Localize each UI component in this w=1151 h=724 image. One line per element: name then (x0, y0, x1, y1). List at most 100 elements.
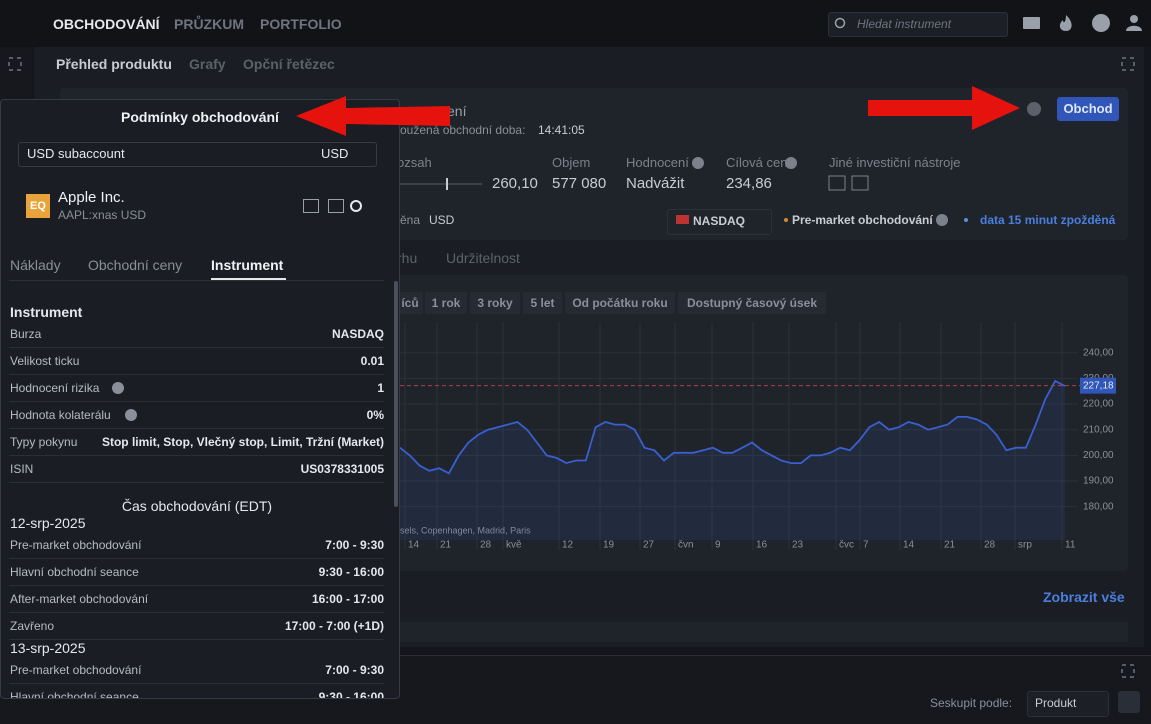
x-tick-label: 9 (715, 540, 721, 551)
instrument-icon[interactable] (303, 199, 319, 213)
user-icon-body (1126, 25, 1142, 31)
product-tab[interactable]: Udržitelnost (446, 250, 520, 266)
red-arrow-left (296, 96, 450, 136)
x-tick-label: čvn (678, 540, 694, 551)
popup-tab[interactable]: Instrument (211, 257, 284, 273)
trading-conditions-popup: Podmínky obchodování USD subaccount USD EQ A… (0, 99, 400, 699)
x-tick-label: 16 (756, 540, 768, 551)
x-tick-label: 21 (440, 540, 452, 551)
row-value: 1 (377, 380, 384, 395)
instrument-name: Apple Inc. (58, 189, 125, 206)
delay-note: data 15 minut zpožděná (980, 213, 1116, 227)
expand-icon (1121, 664, 1135, 678)
x-tick-label: 19 (603, 540, 615, 551)
more-button[interactable] (1118, 691, 1140, 713)
expand-icon (1121, 57, 1135, 71)
row-label: Pre-market obchodování (10, 663, 142, 677)
row-value: Stop limit, Stop, Vlečný stop, Limit, Tr… (101, 434, 384, 449)
row-label: Hodnocení rizika (10, 380, 100, 395)
row-label: Velikost ticku (10, 353, 80, 368)
period-button[interactable]: 3 roky (470, 292, 520, 314)
instrument-icon (851, 175, 869, 191)
expand-icon (8, 57, 22, 71)
y-tick-label: 180,00 (1083, 501, 1114, 512)
stat-value: Nadvážit (626, 175, 685, 192)
search-box[interactable] (828, 12, 1008, 37)
tab-divider (9, 280, 384, 281)
trade-button[interactable]: Obchod (1057, 97, 1119, 121)
subnav-tab[interactable]: Grafy (189, 56, 226, 72)
subnav-tab[interactable]: Přehled produktu (56, 56, 172, 72)
stat-label: Objem (552, 155, 591, 170)
x-tick-label: 28 (984, 540, 996, 551)
account-currency[interactable]: USD (321, 146, 349, 161)
x-tick-label: 21 (944, 540, 956, 551)
status-dot (964, 218, 968, 222)
period-button[interactable]: 5 let (523, 292, 562, 314)
help-icon (1092, 14, 1110, 32)
x-tick-label: čvc (839, 540, 854, 551)
instrument-icon[interactable] (328, 199, 344, 213)
nav-tab[interactable]: OBCHODOVÁNÍ (53, 16, 160, 32)
hours-label: oužená obchodní doba: (400, 123, 526, 137)
lower-card (390, 622, 1128, 642)
stat-label: Hodnocení (626, 155, 689, 170)
row-divider (9, 639, 384, 640)
row-value: 7:00 - 9:30 (325, 538, 384, 552)
x-tick-label: 23 (792, 540, 804, 551)
x-tick-label: 14 (903, 540, 915, 551)
hours-time: 14:41:05 (538, 123, 585, 137)
exchange[interactable]: NASDAQ (693, 214, 746, 228)
current-price-label: 227,18 (1083, 380, 1114, 391)
help-icon (785, 157, 797, 169)
x-tick-label: 28 (480, 540, 492, 551)
y-tick-label: 220,00 (1083, 399, 1114, 410)
y-tick-label: 240,00 (1083, 347, 1114, 358)
x-tick-label: 27 (643, 540, 655, 551)
account[interactable]: USD subaccount (27, 146, 125, 161)
period-button[interactable]: Od počátku roku (565, 292, 675, 314)
popup-title: Podmínky obchodování (121, 109, 279, 125)
premarket: Pre-market obchodování (792, 213, 933, 227)
search-icon[interactable] (350, 200, 362, 212)
row-label: Pre-market obchodování (10, 538, 142, 552)
popup-tab[interactable]: Obchodní ceny (88, 257, 183, 273)
period-button[interactable]: Dostupný časový úsek (678, 292, 826, 314)
chart-note: sels, Copenhagen, Madrid, Paris (400, 525, 531, 535)
product-tab[interactable]: rhu (397, 250, 418, 266)
row-divider (9, 346, 384, 348)
mail-icon (1023, 17, 1040, 29)
row-divider (9, 481, 384, 483)
row-value: 17:00 - 7:00 (+1D) (284, 619, 384, 633)
account-dropdown[interactable] (18, 142, 377, 167)
period-button[interactable]: íců (397, 292, 423, 314)
popup-body: Instrument Burza NASDAQ Velikost ticku 0.01 H… (1, 301, 393, 698)
price-line (399, 379, 1066, 475)
subnav-tab[interactable]: Opční řetězec (243, 56, 335, 72)
popup-tab[interactable]: Náklady (10, 257, 61, 273)
nav-tab[interactable]: PRŮZKUM (174, 16, 244, 32)
instrument-icon (828, 175, 846, 191)
y-tick-label: 200,00 (1083, 450, 1114, 461)
y-tick-label: 190,00 (1083, 476, 1114, 487)
tab-underline (211, 278, 286, 280)
show-all-link[interactable]: Zobrazit vše (1043, 589, 1125, 605)
period-button[interactable]: 1 rok (425, 292, 467, 314)
flame-icon (1059, 15, 1072, 31)
section-heading: Instrument (10, 304, 83, 320)
row-divider (9, 683, 384, 684)
stat-label: Cílová cena (726, 155, 795, 170)
scrollbar (394, 281, 398, 507)
exchange-dropdown[interactable] (667, 209, 772, 235)
search-placeholder[interactable]: Hledat instrument (857, 17, 952, 31)
x-tick-label: kvě (506, 540, 522, 551)
row-divider (9, 585, 384, 586)
group-value[interactable]: Produkt (1035, 696, 1077, 710)
nav-tab[interactable]: PORTFOLIO (260, 16, 342, 32)
group-dropdown[interactable] (1027, 691, 1109, 717)
row-label: Hlavní obchodní seance (10, 565, 139, 579)
hours-heading: Čas obchodování (EDT) (121, 498, 273, 514)
title-fragment: ení (447, 103, 467, 119)
